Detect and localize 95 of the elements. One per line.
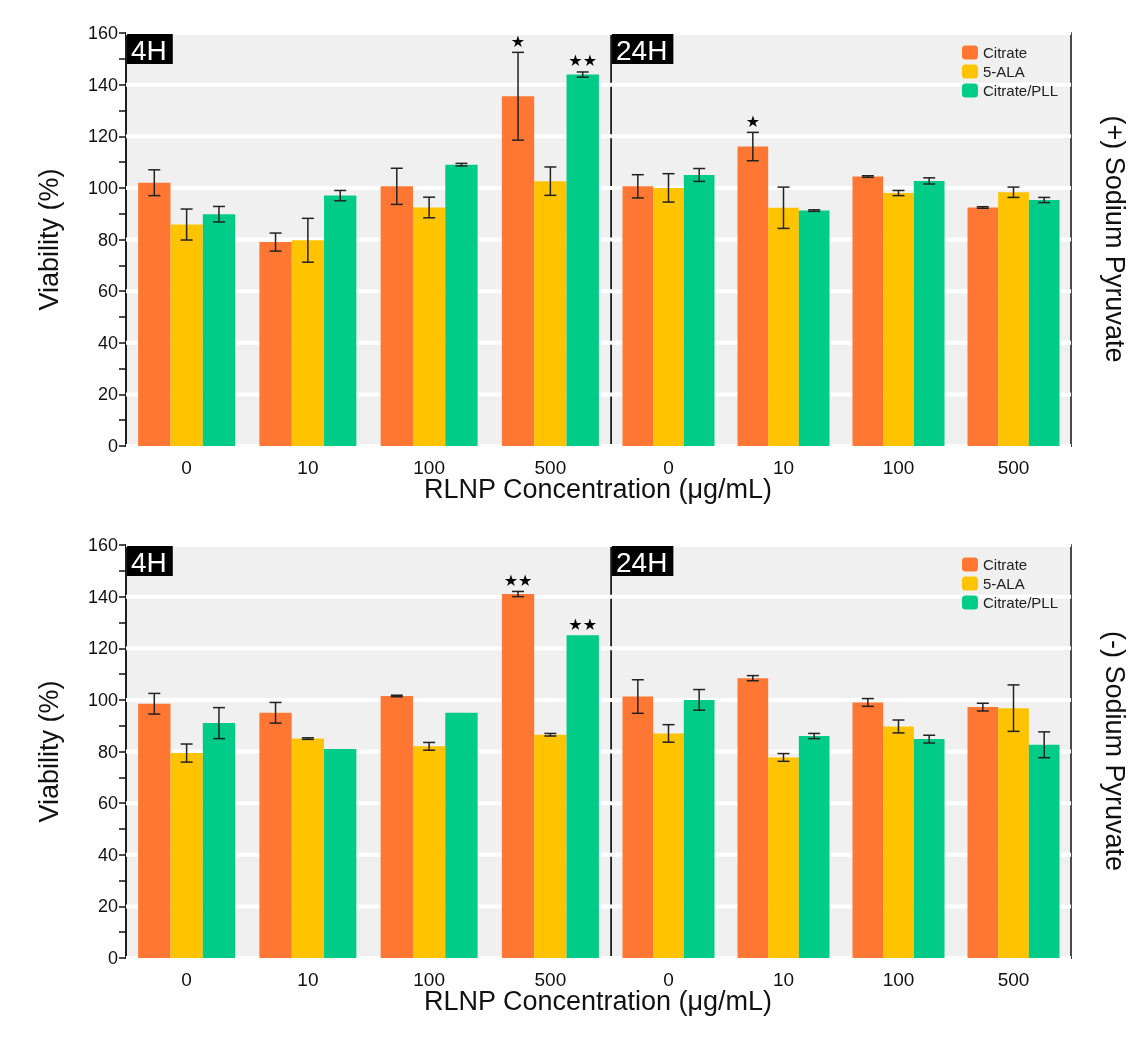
x-tick-label: 500 xyxy=(997,457,1030,478)
bar xyxy=(445,164,478,446)
bar xyxy=(566,74,599,446)
bar xyxy=(170,753,203,958)
bar xyxy=(798,736,830,958)
bar xyxy=(683,699,715,958)
y-tick-label: 20 xyxy=(97,896,118,917)
legend-label: Citrate/PLL xyxy=(982,594,1059,611)
bar xyxy=(622,696,654,958)
bar xyxy=(566,635,599,958)
y-axis-title: Viability (%) xyxy=(33,168,64,311)
y-tick-label: 160 xyxy=(87,535,118,555)
legend-label: 5-ALA xyxy=(982,575,1025,592)
x-tick-label: 10 xyxy=(297,457,319,478)
x-tick-label: 0 xyxy=(181,457,192,478)
bar xyxy=(138,182,171,446)
bar xyxy=(380,186,413,446)
y-tick-label: 60 xyxy=(97,281,118,302)
bar xyxy=(913,180,945,446)
y-tick-label: 120 xyxy=(87,638,118,659)
annotation: ★★ xyxy=(568,615,598,633)
bar xyxy=(768,207,799,446)
bar xyxy=(967,707,999,958)
bar xyxy=(501,594,535,958)
y-tick-label: 140 xyxy=(87,586,118,607)
y-tick-label: 100 xyxy=(87,689,118,710)
bar xyxy=(259,242,292,446)
bar xyxy=(412,746,446,958)
bar xyxy=(852,176,884,446)
y-tick-label: 100 xyxy=(87,177,118,198)
y-axis-title: Viability (%) xyxy=(33,680,64,823)
bar xyxy=(291,738,325,958)
y-tick-label: 80 xyxy=(97,741,118,762)
bar xyxy=(883,193,914,446)
bar xyxy=(913,739,945,958)
bar xyxy=(1028,200,1060,446)
y-tick-label: 160 xyxy=(87,23,118,43)
y-tick-label: 60 xyxy=(97,793,118,814)
chart-title: 4H xyxy=(131,34,167,66)
bar xyxy=(138,703,171,958)
annotation: ★ xyxy=(745,112,761,130)
legend-label: 5-ALA xyxy=(982,63,1025,80)
bar xyxy=(737,146,769,446)
y-tick-label: 140 xyxy=(87,74,118,95)
y-tick-label: 120 xyxy=(87,126,118,147)
bar xyxy=(852,702,884,958)
y-tick-label: 80 xyxy=(97,229,118,250)
x-tick-label: 100 xyxy=(882,969,915,990)
y-tick-label: 40 xyxy=(97,332,118,353)
text: (+) Sodium Pyruvate xyxy=(1099,115,1130,363)
annotation: ★ xyxy=(510,32,526,50)
bar xyxy=(501,96,535,446)
bar xyxy=(622,186,654,446)
bar xyxy=(259,712,292,958)
bar xyxy=(798,210,830,446)
chart-title: 4H xyxy=(131,546,167,578)
x-tick-label: 10 xyxy=(772,969,795,990)
x-tick-label: 100 xyxy=(882,457,915,478)
bar xyxy=(324,748,357,958)
bar xyxy=(653,733,684,958)
legend-label: Citrate/PLL xyxy=(982,82,1059,99)
legend-label: Citrate xyxy=(982,44,1028,61)
bar xyxy=(653,187,684,446)
y-tick-label: 0 xyxy=(107,436,118,456)
annotation: ★★ xyxy=(568,52,598,70)
chart-title: 24H xyxy=(616,546,668,578)
x-tick-label: 0 xyxy=(181,969,192,990)
x-tick-label: 10 xyxy=(772,457,795,478)
x-tick-label: 10 xyxy=(297,969,319,990)
bar xyxy=(737,678,769,958)
bar xyxy=(170,224,203,446)
x-tick-label: 500 xyxy=(997,969,1030,990)
bar xyxy=(768,757,799,958)
bar xyxy=(202,214,236,446)
bar xyxy=(534,181,567,446)
bar xyxy=(883,726,914,958)
chart-title: 24H xyxy=(616,34,668,66)
legend-label: Citrate xyxy=(982,556,1028,573)
y-tick-label: 40 xyxy=(97,844,118,865)
bar xyxy=(967,207,999,446)
bar xyxy=(412,207,446,446)
y-tick-label: 0 xyxy=(107,948,118,968)
bar xyxy=(534,734,567,958)
bar xyxy=(202,723,236,958)
bar xyxy=(998,192,1029,446)
text: (-) Sodium Pyruvate xyxy=(1099,630,1130,872)
bar xyxy=(998,708,1029,958)
bar xyxy=(1028,744,1060,958)
bar xyxy=(291,240,325,446)
bar xyxy=(445,712,478,958)
y-tick-label: 20 xyxy=(97,384,118,405)
annotation: ★★ xyxy=(503,571,533,589)
bar xyxy=(683,174,715,446)
bar xyxy=(324,195,357,446)
bar xyxy=(380,696,413,958)
